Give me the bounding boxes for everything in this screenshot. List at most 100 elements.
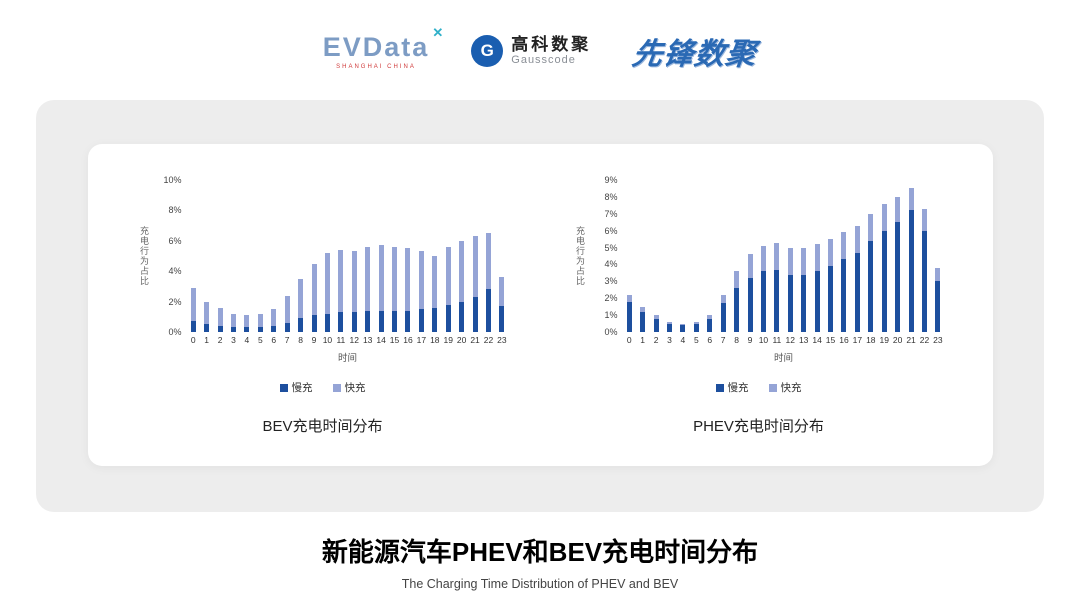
bar-cell [851,180,864,332]
bar-segment-slow-charge [734,288,740,332]
stacked-bar [921,180,927,332]
bar-segment-slow-charge [485,289,491,332]
bar-segment-slow-charge [895,222,901,332]
x-tick-label: 21 [470,335,480,345]
y-tick-label: 2% [168,296,182,307]
bar-cell [810,180,823,332]
x-tick-label: 8 [298,335,303,345]
x-tick-label: 22 [919,335,930,345]
bar-cell [636,180,649,332]
gausscode-english-name: Gausscode [511,54,576,67]
y-axis-title: 充电行为占比 [139,226,149,286]
x-tick-label: 17 [852,335,863,345]
y-tick-label: 6% [604,225,618,236]
bar-segment-slow-charge [499,306,505,332]
bar-segment-fast-charge [378,245,384,311]
x-tick-label: 8 [734,335,739,345]
bar-segment-slow-charge [392,310,398,332]
bar-segment-fast-charge [284,295,290,323]
bar-segment-slow-charge [472,297,478,332]
x-tick-label: 6 [707,335,713,345]
legend-item: 快充 [768,380,802,395]
x-tick-label: 2 [653,335,659,345]
stacked-bar [284,180,290,332]
x-tick-label: 5 [693,335,699,345]
stacked-bar [787,180,793,332]
bar-cell [824,180,837,332]
bar-segment-slow-charge [653,318,659,332]
legend-swatch-icon [279,383,288,392]
bar-segment-slow-charge [693,323,699,332]
x-axis-title: 时间 [773,353,793,364]
x-tick-label: 21 [906,335,916,345]
evdata-sparkle-icon: ✕ [432,25,444,40]
x-tick-label: 2 [217,335,223,345]
bar-segment-fast-charge [311,263,317,316]
bar-cell [878,180,891,332]
bar-segment-fast-charge [734,271,740,289]
bar-segment-fast-charge [485,233,491,290]
bar-segment-fast-charge [828,239,834,267]
bar-cell [227,180,240,332]
bar-segment-slow-charge [787,274,793,332]
y-tick-label: 2% [604,293,618,304]
bar-segment-slow-charge [774,269,780,332]
stacked-bar [244,180,250,332]
legend-item: 慢充 [715,380,749,395]
bar-cell [837,180,850,332]
bar-segment-fast-charge [204,301,210,325]
x-axis-title: 时间 [337,353,357,364]
y-tick-label: 0% [604,327,618,337]
bar-segment-slow-charge [445,304,451,332]
x-tick-label: 7 [284,335,290,345]
y-axis: 0% 2% 4% 6% 8% 10% [153,175,187,337]
stacked-bar [626,180,632,332]
x-tick-label: 23 [933,335,943,345]
bar-cell [690,180,703,332]
x-tick-label: 13 [362,335,373,345]
bar-segment-fast-charge [774,242,780,270]
bar-segment-slow-charge [244,327,250,332]
x-tick-label: 18 [866,335,876,345]
stacked-bar [707,180,713,332]
stacked-bar [217,180,223,332]
bar-segment-slow-charge [351,312,357,332]
gausscode-text: 高科数聚 Gausscode [511,35,591,67]
legend-label: 快充 [780,382,802,394]
bar-cell [442,180,455,332]
bar-segment-slow-charge [626,301,632,332]
bar-segment-slow-charge [405,310,411,332]
x-tick-label: 23 [497,335,507,345]
bar-segment-slow-charge [271,325,277,332]
bar-segment-slow-charge [459,301,465,332]
gausscode-logo: G 高科数聚 Gausscode [471,35,591,67]
evdata-wordmark: EVData [322,32,430,62]
x-tick-label: 4 [680,335,686,345]
bar-segment-fast-charge [747,254,753,278]
bar-segment-slow-charge [854,252,860,332]
stacked-bar [338,180,344,332]
stacked-bar [445,180,451,332]
stacked-bar [298,180,304,332]
stacked-bar [895,180,901,332]
x-tick-label: 15 [389,335,400,345]
stacked-bar [230,180,236,332]
bar-segment-slow-charge [204,324,210,332]
y-tick-label: 4% [168,266,182,277]
evdata-logo: EVData ✕ SHANGHAI CHINA [322,25,444,70]
y-axis: 0% 1% 2% 3% 4% 5% 6% 7% 8% 9% [589,175,623,337]
bar-segment-slow-charge [881,230,887,332]
bar-segment-fast-charge [653,315,659,319]
bar-cell [415,180,428,332]
x-tick-label: 9 [311,335,317,345]
legend-label: 慢充 [727,382,749,394]
x-axis: 0 1 2 3 4 5 6 7 8 9 10 11 12 13 14 15 16 17 18 19 20 21 22 23 [187,332,509,348]
legend-swatch-icon [332,383,341,392]
bar-cell [757,180,770,332]
bar-cell [931,180,944,332]
x-tick-label: 1 [204,335,209,345]
plot [623,180,945,332]
x-tick-label: 16 [839,335,849,345]
bar-segment-slow-charge [908,210,914,332]
bar-cell [428,180,441,332]
